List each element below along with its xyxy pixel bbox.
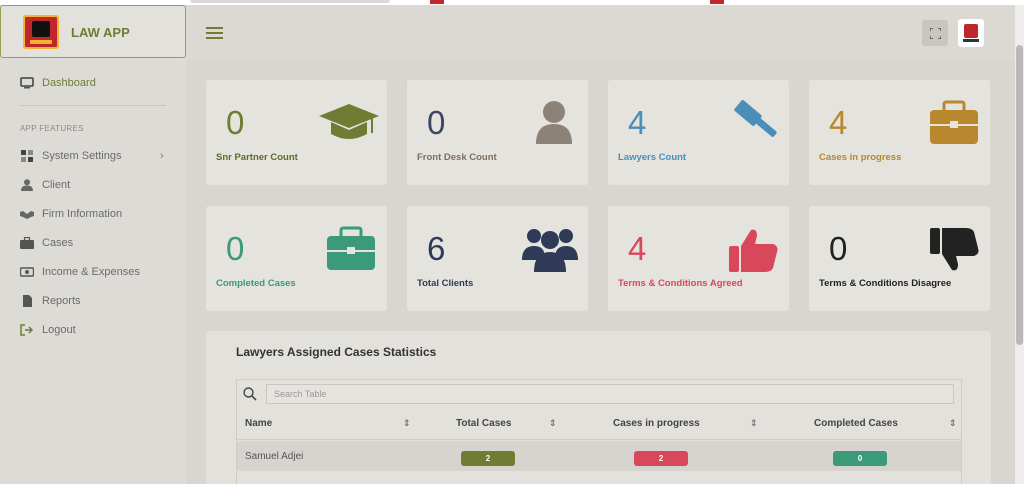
sidebar-item-income-expenses[interactable]: Income & Expenses [19, 266, 140, 278]
sidebar-item-reports[interactable]: Reports [20, 295, 81, 307]
card-label: Terms & Conditions Disagree [819, 278, 952, 289]
user-icon [20, 179, 34, 191]
sidebar-item-label: Client [42, 179, 71, 191]
sort-icon[interactable]: ⇕ [549, 418, 557, 428]
stats-panel: Lawyers Assigned Cases Statistics Name ⇕… [206, 331, 991, 484]
total-cases-badge: 2 [461, 451, 515, 466]
completed-badge: 0 [833, 451, 887, 466]
card-count: 6 [427, 230, 446, 267]
sidebar-divider [20, 105, 166, 106]
main-content: 0 Snr Partner Count 0 Front Desk Count 4… [186, 5, 1024, 484]
card-count: 0 [427, 104, 446, 141]
sidebar-item-label: Firm Information [42, 208, 123, 220]
page-scrollbar[interactable] [1015, 5, 1024, 484]
brand[interactable]: LAW APP [0, 5, 186, 58]
logout-icon [20, 324, 34, 336]
column-header-name[interactable]: Name [245, 418, 273, 429]
column-header-total-cases[interactable]: Total Cases [456, 418, 512, 429]
card-count: 0 [226, 104, 245, 141]
sidebar-item-cases[interactable]: Cases [20, 236, 74, 249]
browser-top-strip [0, 0, 1024, 5]
thumbs-up-icon [721, 226, 781, 274]
card-count: 4 [829, 104, 848, 141]
cell-name: Samuel Adjei [245, 451, 304, 462]
sidebar: LAW APP Dashboard APP FEATURES System Se… [0, 5, 186, 484]
user-icon [520, 100, 580, 148]
card-label: Total Clients [417, 278, 474, 289]
sidebar-item-label: Dashboard [42, 77, 96, 89]
card-count: 4 [628, 104, 647, 141]
card-count: 0 [829, 230, 848, 267]
search-icon [243, 387, 257, 401]
card-label: Snr Partner Count [216, 152, 298, 163]
sidebar-item-label: Income & Expenses [42, 266, 140, 278]
search-row [237, 380, 961, 410]
card-label: Completed Cases [216, 278, 296, 289]
card-label: Lawyers Count [618, 152, 687, 163]
sidebar-item-dashboard[interactable]: Dashboard [20, 77, 96, 89]
sidebar-item-system-settings[interactable]: System Settings [20, 150, 121, 162]
top-header [186, 5, 1024, 61]
card-terms-disagree: 0 Terms & Conditions Disagree [809, 206, 990, 311]
sidebar-item-firm-information[interactable]: Firm Information [20, 208, 122, 220]
card-count: 4 [628, 230, 647, 267]
sidebar-item-logout[interactable]: Logout [20, 324, 76, 336]
in-progress-badge: 2 [634, 451, 688, 466]
users-icon [520, 226, 580, 274]
app-logo [23, 15, 59, 49]
sidebar-item-client[interactable]: Client [20, 179, 70, 191]
column-header-completed-cases[interactable]: Completed Cases [814, 418, 898, 429]
chevron-right-icon: › [160, 150, 164, 162]
handshake-icon [20, 208, 34, 220]
briefcase-icon [20, 236, 34, 249]
fullscreen-button[interactable] [922, 20, 948, 46]
search-input[interactable] [266, 384, 954, 404]
card-label: Cases in progress [819, 152, 902, 163]
table-row[interactable]: Samuel Adjei 2 2 0 [237, 441, 961, 471]
sort-icon[interactable]: ⇕ [949, 418, 957, 428]
graduation-cap-icon [319, 100, 379, 148]
sidebar-item-label: Logout [42, 324, 76, 336]
grid-icon [20, 150, 34, 162]
column-header-cases-in-progress[interactable]: Cases in progress [613, 418, 700, 429]
scrollbar-thumb[interactable] [1016, 45, 1023, 345]
card-front-desk-count: 0 Front Desk Count [407, 80, 588, 185]
fullscreen-icon [929, 27, 941, 39]
card-total-clients: 6 Total Clients [407, 206, 588, 311]
card-label: Front Desk Count [417, 152, 497, 163]
panel-title: Lawyers Assigned Cases Statistics [236, 345, 437, 359]
briefcase-icon [922, 100, 982, 148]
briefcase-icon [319, 226, 379, 274]
gavel-icon [721, 100, 781, 148]
section-label: APP FEATURES [20, 124, 84, 133]
card-snr-partner-count: 0 Snr Partner Count [206, 80, 387, 185]
menu-toggle-icon[interactable] [206, 27, 223, 39]
stats-table: Name ⇕ Total Cases ⇕ Cases in progress ⇕… [236, 379, 962, 484]
money-icon [19, 266, 35, 278]
file-icon [20, 295, 34, 307]
monitor-icon [20, 77, 34, 89]
thumbs-down-icon [922, 226, 982, 274]
card-label: Terms & Conditions Agreed [618, 278, 743, 289]
card-count: 0 [226, 230, 245, 267]
sidebar-item-label: Reports [42, 295, 81, 307]
sort-icon[interactable]: ⇕ [403, 418, 411, 428]
app-title: LAW APP [71, 25, 130, 40]
card-completed-cases: 0 Completed Cases [206, 206, 387, 311]
sidebar-item-label: System Settings [42, 150, 122, 162]
card-terms-agreed: 4 Terms & Conditions Agreed [608, 206, 789, 311]
card-cases-in-progress: 4 Cases in progress [809, 80, 990, 185]
avatar[interactable] [958, 19, 984, 47]
sidebar-item-label: Cases [42, 237, 74, 249]
card-lawyers-count: 4 Lawyers Count [608, 80, 789, 185]
table-header [237, 410, 961, 440]
sort-icon[interactable]: ⇕ [750, 418, 758, 428]
